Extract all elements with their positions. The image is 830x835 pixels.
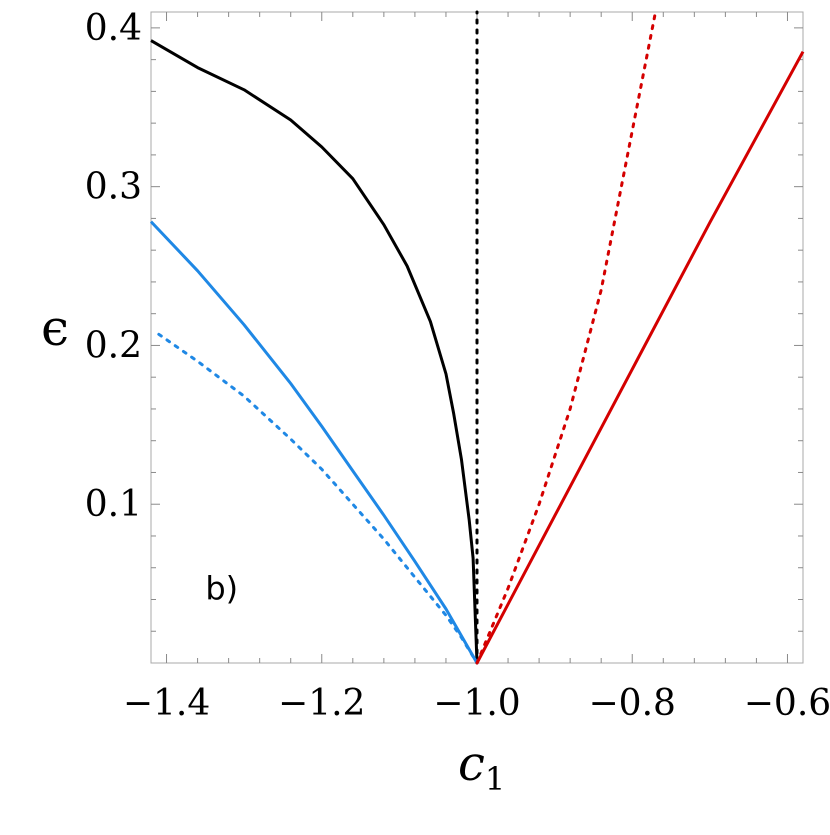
x-tick-label: −0.6	[744, 683, 830, 724]
x-tick-label: −1.2	[278, 683, 365, 724]
x-tick-label: −1.0	[433, 683, 520, 724]
panel-annotation: b)	[205, 569, 238, 607]
x-tick-label: −1.4	[123, 683, 210, 724]
x-tick-label: −0.8	[589, 683, 676, 724]
series-line-1	[150, 39, 479, 664]
y-tick-label: 0.4	[85, 8, 142, 49]
series-line-6	[475, 10, 657, 665]
y-tick-label: 0.1	[85, 484, 142, 525]
ticks-layer	[151, 12, 803, 663]
series-layer	[149, 10, 805, 665]
series-line-5	[475, 50, 805, 664]
labels-layer: −1.4 −1.2 −1.0 −0.8 −0.6 0.1 0.2 0.3 0.4	[85, 8, 830, 724]
series-line-3	[149, 220, 479, 664]
x-axis-label: c1	[458, 736, 505, 798]
y-axis-label: ϵ	[41, 299, 69, 357]
series-line-4	[157, 332, 479, 665]
y-tick-label: 0.3	[85, 167, 142, 208]
y-tick-label: 0.2	[85, 325, 142, 366]
